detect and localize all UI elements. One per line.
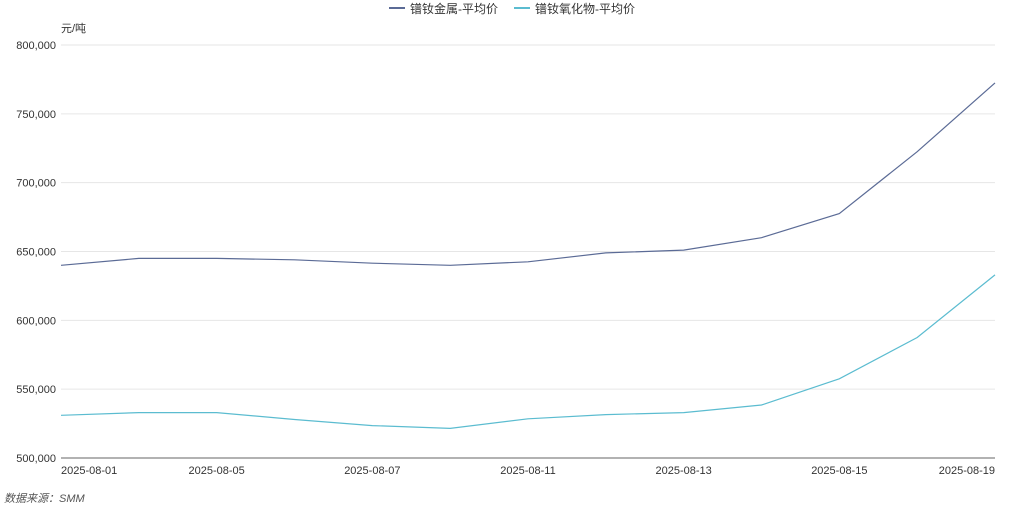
x-tick-label: 2025-08-15 [811, 465, 867, 477]
series-line-oxide [60, 274, 996, 430]
legend-swatch-oxide [514, 7, 530, 9]
x-tick-label: 2025-08-13 [656, 465, 712, 477]
legend-swatch-metal [389, 7, 405, 9]
y-tick-label: 600,000 [16, 315, 56, 327]
y-tick-label: 550,000 [16, 384, 56, 396]
y-tick-label: 650,000 [16, 247, 56, 259]
legend-label-oxide: 镨钕氧化物-平均价 [535, 1, 635, 16]
y-tick-label: 750,000 [16, 109, 56, 121]
legend-label-metal: 镨钕金属-平均价 [410, 1, 498, 16]
x-tick-label: 2025-08-19 [939, 465, 995, 477]
y-axis-unit-label: 元/吨 [61, 23, 87, 35]
chart-legend: 镨钕金属-平均价 镨钕氧化物-平均价 [0, 0, 1024, 16]
x-tick-label: 2025-08-05 [189, 465, 245, 477]
y-tick-label: 500,000 [16, 453, 56, 465]
legend-item-metal[interactable]: 镨钕金属-平均价 [389, 0, 498, 17]
x-tick-label: 2025-08-07 [344, 465, 400, 477]
y-tick-label: 700,000 [16, 178, 56, 190]
x-tick-label: 2025-08-11 [500, 465, 555, 477]
legend-item-oxide[interactable]: 镨钕氧化物-平均价 [514, 0, 635, 17]
x-tick-label: 2025-08-01 [61, 465, 117, 477]
data-source-note: 数据来源：SMM [4, 493, 85, 505]
y-tick-label: 800,000 [16, 40, 56, 52]
series-line-metal [60, 82, 996, 266]
